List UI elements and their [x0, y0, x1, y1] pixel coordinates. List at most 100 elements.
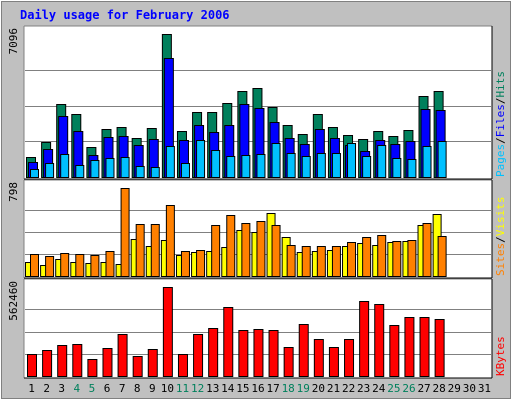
sites-bar: [241, 223, 251, 277]
x-tick-label: 14: [221, 382, 235, 395]
sites-bar: [226, 215, 236, 277]
sites-bar: [256, 221, 266, 277]
kbytes-bar: [223, 307, 234, 377]
x-tick-label: 9: [149, 382, 156, 395]
pages-bar: [211, 150, 221, 178]
x-tick-label: 7: [119, 382, 126, 395]
sites-bar: [407, 240, 417, 277]
x-tick-label: 29: [448, 382, 461, 395]
kbytes-bar: [42, 350, 53, 377]
legend-separator: /: [494, 137, 507, 144]
x-tick-label: 11: [176, 382, 189, 395]
kbytes-bar: [117, 334, 128, 377]
kbytes-bar: [404, 317, 415, 377]
pages-bar: [271, 143, 281, 178]
sites-bar: [135, 224, 145, 277]
kbytes-bar: [238, 330, 249, 377]
legend-sites: Sites: [494, 243, 507, 276]
pages-bar: [377, 145, 387, 178]
kbytes-bar: [193, 334, 204, 377]
legend-files: Files: [494, 104, 507, 137]
kbytes-panel: 562460 KBytes: [7, 278, 507, 379]
pages-bar: [165, 146, 175, 178]
x-axis: 1 2 3 4 5 6 7 8 9 10 11 12 13 14 15 16 17 18 19 20 21 22 23 24 2…: [28, 382, 491, 395]
x-tick-label: 18: [282, 382, 295, 395]
kbytes-bar: [344, 339, 355, 377]
kbytes-bar: [253, 329, 264, 377]
sites-bar: [105, 251, 115, 277]
chart-title: Daily usage for February 2006: [20, 8, 230, 22]
sites-bar: [75, 254, 85, 277]
x-tick-label: 30: [463, 382, 476, 395]
sites-bar: [90, 255, 100, 277]
pages-bar: [347, 143, 357, 178]
pages-bar: [196, 140, 206, 178]
kbytes-y-max-label: 562460: [7, 281, 20, 321]
pages-bar: [75, 165, 85, 178]
kbytes-bar: [283, 347, 294, 377]
legend-pages: Pages: [494, 144, 507, 177]
sites-bar: [437, 236, 447, 277]
pages-bar: [45, 163, 55, 178]
sites-bar: [331, 246, 341, 277]
kbytes-bar: [374, 304, 385, 377]
pages-bar: [331, 153, 341, 178]
kbytes-bar: [313, 339, 324, 377]
x-tick-label: 25: [387, 382, 400, 395]
x-tick-label: 2: [43, 382, 50, 395]
x-tick-label: 4: [74, 382, 81, 395]
kbytes-bar: [208, 328, 219, 377]
kbytes-bar: [147, 349, 158, 377]
sites-bar: [347, 242, 357, 277]
x-tick-label: 12: [191, 382, 204, 395]
pages-bar: [362, 156, 372, 178]
kbytes-bar: [72, 344, 83, 377]
kbytes-bar: [434, 319, 445, 377]
x-tick-label: 3: [58, 382, 65, 395]
kbytes-bar: [132, 356, 143, 377]
x-tick-label: 31: [478, 382, 491, 395]
kbytes-bar: [27, 354, 37, 377]
kbytes-bar: [162, 287, 173, 377]
pages-bar: [392, 158, 402, 178]
x-tick-label: 22: [342, 382, 355, 395]
x-tick-label: 10: [161, 382, 174, 395]
x-tick-label: 19: [297, 382, 310, 395]
pages-bar: [30, 169, 39, 178]
x-tick-label: 24: [372, 382, 386, 395]
x-tick-label: 23: [357, 382, 370, 395]
x-tick-label: 5: [89, 382, 96, 395]
pages-bar: [316, 153, 326, 178]
hits-files-pages-y-max-label: 7096: [7, 28, 20, 55]
sites-bar: [211, 225, 221, 277]
pages-bar: [135, 166, 145, 178]
sites-bar: [30, 254, 39, 277]
chart-panels: 7096Pages/Files/Hits798Sites/Visits56246…: [7, 25, 507, 379]
sites-bar: [60, 253, 70, 277]
x-tick-label: 16: [251, 382, 264, 395]
sites-bar: [286, 245, 296, 277]
legend-separator: /: [494, 98, 507, 105]
x-tick-label: 13: [206, 382, 219, 395]
legend-hits: Hits: [494, 71, 507, 98]
x-tick-label: 28: [433, 382, 446, 395]
kbytes-legend: KBytes: [494, 336, 507, 376]
kbytes-bar: [359, 301, 370, 377]
x-tick-label: 17: [266, 382, 279, 395]
kbytes-bar: [328, 347, 339, 377]
pages-bar: [437, 141, 447, 178]
sites-bar: [392, 241, 402, 277]
x-tick-label: 20: [312, 382, 325, 395]
sites-bar: [377, 235, 387, 277]
pages-bar: [226, 156, 236, 178]
pages-bar: [60, 154, 70, 178]
kbytes-bar: [389, 325, 400, 377]
pages-bar: [105, 158, 115, 178]
pages-bar: [256, 154, 266, 178]
kbytes-bar: [268, 330, 279, 377]
pages-bar: [150, 167, 160, 178]
sites-bar: [301, 246, 311, 277]
x-tick-label: 15: [236, 382, 249, 395]
